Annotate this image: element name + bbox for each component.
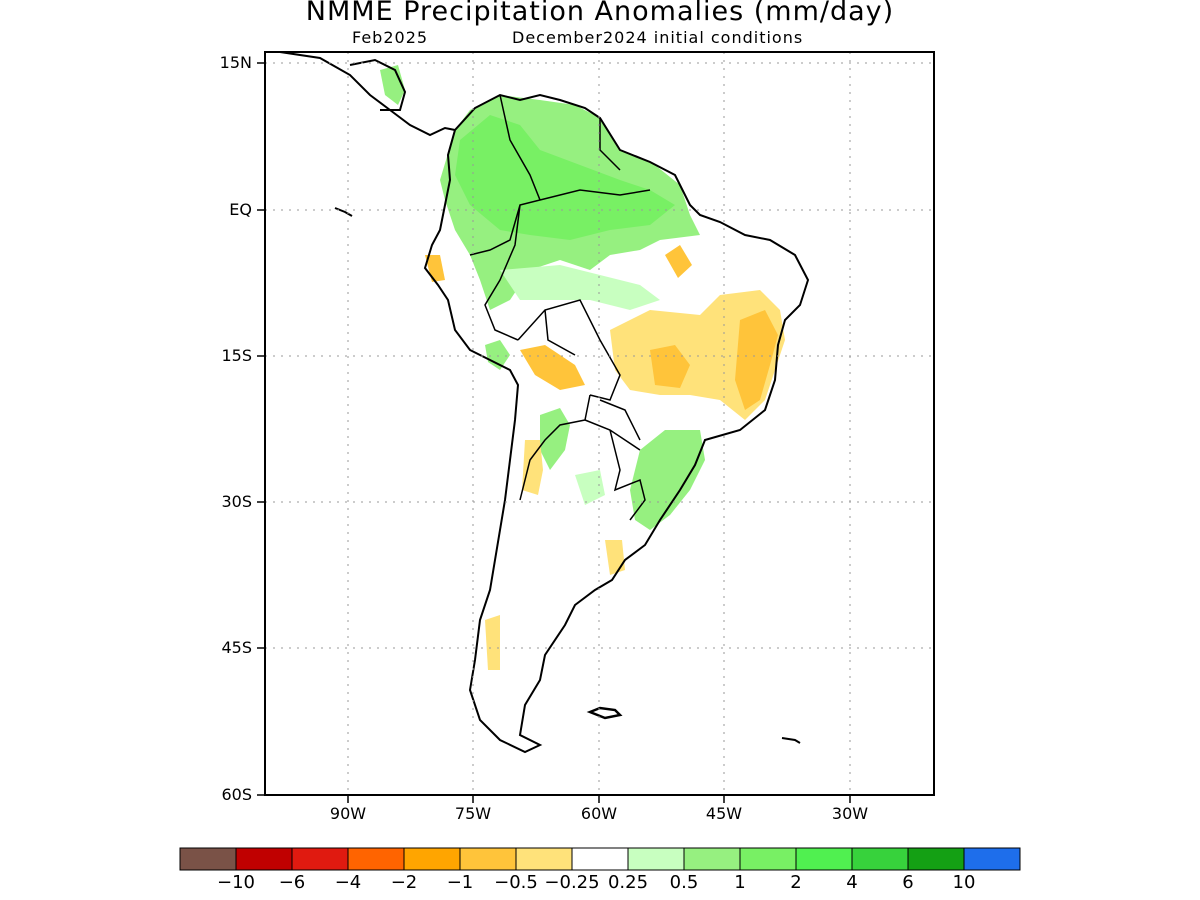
dry-anomaly-pampas — [605, 540, 625, 575]
falkland-islands — [586, 706, 623, 720]
colorbar-swatch — [235, 847, 293, 871]
galapagos — [334, 207, 353, 217]
lat-label-15n: 15N — [219, 53, 252, 72]
colorbar-label: −6 — [278, 872, 306, 893]
lat-label-30s: 30S — [221, 492, 252, 511]
anomaly-shading — [380, 65, 785, 670]
colorbar-label: 6 — [902, 872, 914, 893]
colorbar-label: −1 — [446, 872, 474, 893]
lon-label-75w: 75W — [454, 804, 492, 823]
colorbar-label: 0.25 — [607, 872, 649, 893]
axis-ticks — [257, 62, 851, 803]
south-georgia — [781, 737, 801, 744]
central-america-outline — [279, 51, 456, 137]
colorbar-label: −0.5 — [494, 872, 538, 893]
colorbar-swatch — [515, 847, 573, 871]
colorbar-label: 2 — [790, 872, 802, 893]
wet-anomaly-peru — [485, 340, 510, 370]
forecast-month: Feb2025 — [352, 28, 429, 47]
country-borders — [469, 94, 651, 521]
dry-anomaly-bahia — [735, 310, 778, 410]
dry-anomaly-patagonia — [485, 615, 500, 670]
colorbar-label: −2 — [390, 872, 418, 893]
lon-label-45w: 45W — [705, 804, 743, 823]
wet-anomaly-north-strong — [455, 115, 675, 240]
dry-anomaly-bolivia — [520, 345, 585, 390]
colorbar-swatch — [963, 847, 1021, 871]
colorbar-label: 10 — [952, 872, 976, 893]
colorbar — [179, 847, 1021, 871]
dry-anomaly-east-brazil-strong — [650, 345, 690, 388]
colorbar-swatch — [403, 847, 461, 871]
wet-anomaly-paraguay — [575, 470, 605, 505]
lat-label-45s: 45S — [221, 638, 252, 657]
colorbar-label: 0.5 — [669, 872, 699, 893]
lon-label-30w: 30W — [831, 804, 869, 823]
colorbar-swatch — [739, 847, 797, 871]
colorbar-swatch — [571, 847, 629, 871]
initial-conditions: December2024 initial conditions — [512, 28, 804, 47]
colorbar-label: 1 — [734, 872, 746, 893]
colorbar-label: −10 — [217, 872, 255, 893]
south-america-outline — [423, 93, 810, 754]
lon-label-60w: 60W — [580, 804, 618, 823]
wet-anomaly-southeast — [630, 430, 705, 530]
colorbar-label: −0.25 — [544, 872, 600, 893]
lat-label-60s: 60S — [221, 785, 252, 804]
wet-anomaly-light — [500, 265, 660, 310]
lat-label-eq: EQ — [229, 200, 252, 219]
colorbar-swatch — [459, 847, 517, 871]
colorbar-swatch — [627, 847, 685, 871]
colorbar-label: −4 — [334, 872, 362, 893]
wet-anomaly-bolivia — [540, 408, 570, 470]
coastlines — [279, 51, 810, 754]
dry-anomaly-argentina — [522, 440, 543, 495]
dry-anomaly-north-brazil — [665, 245, 692, 278]
colorbar-swatch — [291, 847, 349, 871]
map-title: NMME Precipitation Anomalies (mm/day) — [305, 0, 895, 27]
colorbar-label: 4 — [846, 872, 858, 893]
colorbar-swatch — [907, 847, 965, 871]
lon-label-90w: 90W — [329, 804, 367, 823]
colorbar-swatch — [683, 847, 741, 871]
lat-label-15s: 15S — [221, 346, 252, 365]
dry-anomaly-ecuador — [425, 255, 445, 282]
wet-anomaly-central-america — [380, 65, 405, 105]
colorbar-swatch — [851, 847, 909, 871]
colorbar-swatch — [795, 847, 853, 871]
colorbar-swatch — [347, 847, 405, 871]
colorbar-swatch — [179, 847, 237, 871]
